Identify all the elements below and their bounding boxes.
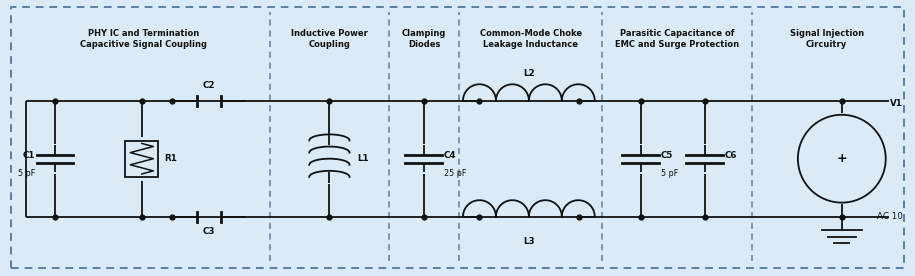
Text: 25 pF: 25 pF (444, 169, 466, 178)
Text: Inductive Power
Coupling: Inductive Power Coupling (291, 29, 368, 49)
Text: C6: C6 (725, 151, 737, 160)
Text: C2: C2 (202, 81, 215, 90)
Text: Signal Injection
Circuitry: Signal Injection Circuitry (790, 29, 864, 49)
Text: PHY IC and Termination
Capacitive Signal Coupling: PHY IC and Termination Capacitive Signal… (80, 29, 207, 49)
Text: AC 10: AC 10 (877, 212, 902, 221)
Text: L3: L3 (523, 237, 534, 246)
Text: R1: R1 (165, 154, 178, 163)
Text: C1: C1 (22, 151, 35, 160)
Text: Clamping
Diodes: Clamping Diodes (402, 29, 447, 49)
Text: C3: C3 (202, 227, 215, 236)
Text: Common-Mode Choke
Leakage Inductance: Common-Mode Choke Leakage Inductance (479, 29, 582, 49)
Text: 5 pF: 5 pF (661, 169, 678, 178)
Text: V1: V1 (890, 99, 903, 108)
Text: Parasitic Capacitance of
EMC and Surge Protection: Parasitic Capacitance of EMC and Surge P… (615, 29, 739, 49)
Text: L1: L1 (357, 154, 369, 163)
Text: C4: C4 (444, 151, 457, 160)
Text: L2: L2 (523, 69, 534, 78)
Text: 5 pF: 5 pF (17, 169, 35, 178)
FancyBboxPatch shape (11, 7, 904, 268)
FancyBboxPatch shape (125, 141, 158, 177)
Text: +: + (836, 152, 847, 165)
Text: C5: C5 (661, 151, 673, 160)
